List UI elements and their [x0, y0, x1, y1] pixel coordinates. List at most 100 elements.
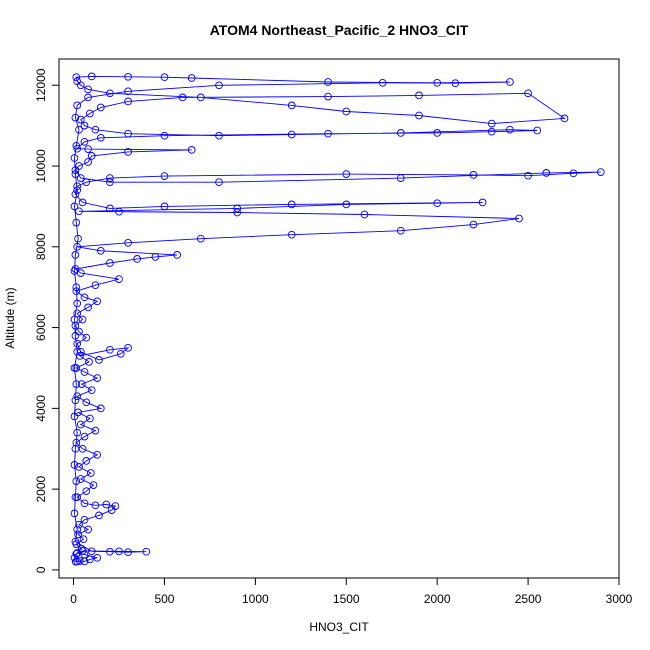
data-point: [85, 358, 93, 366]
data-point: [506, 78, 514, 86]
data-point: [73, 428, 82, 437]
data-point: [324, 92, 332, 101]
data-point: [96, 246, 105, 255]
data-point: [76, 352, 84, 360]
data-point: [71, 190, 80, 199]
x-tick-label: 0: [70, 592, 77, 606]
data-point: [187, 146, 196, 154]
data-point: [72, 477, 81, 485]
series-line: [73, 75, 601, 563]
x-tick-label: 500: [154, 592, 174, 606]
data-point: [124, 129, 132, 138]
data-point: [82, 178, 91, 187]
data-point: [76, 174, 85, 182]
data-point: [95, 356, 103, 364]
data-point: [87, 72, 96, 81]
data-point: [542, 169, 551, 177]
data-point: [74, 234, 82, 243]
data-point: [80, 137, 89, 146]
data-point: [478, 198, 487, 207]
data-point: [79, 535, 88, 544]
data-point: [78, 547, 87, 555]
data-point: [84, 85, 92, 94]
data-point: [451, 79, 460, 88]
data-point: [76, 115, 85, 124]
data-point: [524, 89, 532, 98]
y-tick-label: 10000: [34, 149, 48, 183]
data-point: [80, 293, 89, 302]
data-point: [160, 202, 169, 211]
data-point: [133, 255, 142, 263]
data-point: [86, 414, 94, 423]
data-point: [378, 78, 387, 87]
data-point: [106, 89, 114, 98]
data-point: [215, 131, 223, 140]
data-point: [160, 172, 169, 180]
data-point: [160, 73, 169, 82]
data-point: [82, 398, 91, 407]
data-point: [70, 364, 79, 372]
data-point: [324, 129, 332, 138]
data-point: [396, 226, 405, 235]
data-point: [415, 111, 423, 120]
data-point: [82, 457, 91, 465]
data-point: [73, 182, 82, 191]
data-point: [91, 426, 100, 435]
data-point: [93, 297, 102, 306]
data-point: [160, 131, 169, 140]
data-point: [73, 557, 82, 566]
data-point: [142, 547, 151, 556]
data-point: [287, 200, 296, 209]
data-point: [124, 148, 132, 156]
data-point: [342, 170, 351, 178]
data-point: [72, 438, 81, 447]
data-point: [71, 396, 80, 405]
data-point: [287, 230, 296, 239]
data-point: [73, 392, 82, 401]
x-tick-label: 1500: [333, 592, 360, 606]
data-point: [102, 500, 111, 509]
data-point: [124, 548, 132, 557]
data-point: [75, 463, 83, 471]
data-point: [96, 404, 105, 413]
data-point: [80, 121, 89, 130]
data-point: [84, 525, 92, 534]
y-tick-label: 6000: [34, 314, 48, 341]
data-point: [115, 207, 123, 216]
data-point: [396, 174, 405, 182]
data-point: [93, 553, 102, 562]
data-point: [71, 251, 80, 259]
data-point: [116, 349, 125, 358]
data-point: [72, 287, 81, 296]
x-tick-label: 2500: [515, 592, 542, 606]
data-point: [106, 345, 114, 354]
data-point: [71, 321, 80, 330]
data-point: [106, 547, 114, 556]
data-point: [151, 253, 160, 261]
y-axis: 0 2000 4000 6000 8000 10000 12000: [34, 68, 60, 573]
data-point: [187, 74, 196, 82]
data-point: [71, 170, 80, 178]
y-tick-label: 8000: [34, 233, 48, 260]
data-point: [76, 420, 85, 429]
data-point: [106, 204, 114, 213]
x-axis-label: HNO3_CIT: [309, 620, 369, 634]
data-point: [80, 515, 89, 524]
data-point: [75, 162, 83, 170]
data-point: [91, 501, 100, 510]
data-point: [77, 380, 86, 388]
data-point: [72, 380, 81, 388]
data-point: [96, 133, 105, 142]
data-point: [71, 493, 80, 502]
data-point: [73, 186, 82, 195]
data-point: [215, 178, 223, 187]
data-point: [106, 174, 114, 182]
data-point: [93, 374, 102, 382]
data-point: [80, 432, 89, 441]
data-point: [72, 73, 81, 82]
data-point: [70, 509, 79, 518]
data-point: [196, 234, 205, 243]
data-point: [73, 525, 82, 534]
data-point: [487, 119, 496, 128]
data-point: [75, 207, 83, 216]
